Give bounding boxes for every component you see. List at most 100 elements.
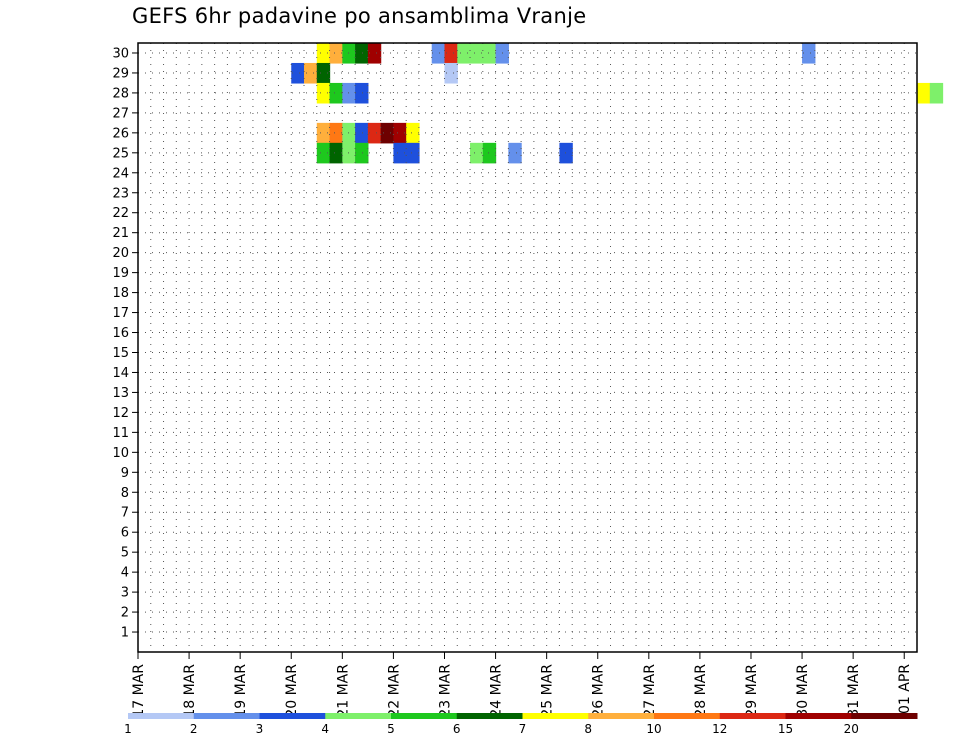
x-tick-label: 22 MAR bbox=[386, 664, 402, 718]
heatmap-cell bbox=[316, 82, 331, 104]
heatmap-cell bbox=[329, 122, 343, 144]
x-tick-label: 20 MAR bbox=[284, 664, 300, 718]
heatmap-cell bbox=[316, 62, 331, 84]
legend-swatch bbox=[128, 713, 195, 719]
y-tick-label: 26 bbox=[112, 126, 129, 141]
x-tick-label: 18 MAR bbox=[182, 664, 198, 718]
heatmap-cell bbox=[316, 122, 331, 144]
y-tick-label: 12 bbox=[112, 406, 129, 421]
y-tick-label: 1 bbox=[121, 626, 129, 641]
heatmap-cell bbox=[406, 122, 420, 144]
legend-label: 1 bbox=[124, 722, 132, 736]
x-tick-label: 25 MAR bbox=[540, 664, 556, 718]
grid-lines bbox=[138, 43, 917, 652]
legend-swatch bbox=[456, 713, 523, 719]
y-tick-label: 13 bbox=[112, 386, 129, 401]
legend-swatch bbox=[654, 713, 721, 719]
heatmap-cell bbox=[367, 122, 382, 144]
legend-label: 12 bbox=[712, 722, 727, 736]
heatmap-cell bbox=[304, 62, 318, 84]
x-tick-label: 29 MAR bbox=[744, 664, 760, 718]
y-tick-label: 17 bbox=[112, 306, 129, 321]
y-tick-label: 8 bbox=[121, 486, 129, 501]
y-tick-label: 4 bbox=[121, 566, 129, 581]
heatmap-cell bbox=[482, 142, 497, 164]
legend-swatch bbox=[259, 713, 326, 719]
y-tick-label: 28 bbox=[112, 86, 129, 101]
x-axis: 17 MAR 18 MAR 19 MAR 20 MAR 21 MAR 22 MAR 23 M… bbox=[131, 652, 913, 718]
heatmap-cell bbox=[342, 43, 356, 64]
legend-swatch bbox=[325, 713, 392, 719]
x-tick-label: 19 MAR bbox=[233, 664, 249, 718]
y-tick-label: 27 bbox=[112, 106, 129, 121]
chart-title: GEFS 6hr padavine po ansamblima Vranje bbox=[132, 4, 587, 28]
x-tick-label: 24 MAR bbox=[489, 664, 505, 718]
y-tick-label: 29 bbox=[112, 66, 129, 81]
heatmap-cells bbox=[291, 43, 944, 164]
heatmap-cell bbox=[367, 43, 382, 64]
heatmap-cell bbox=[470, 43, 484, 64]
y-tick-label: 7 bbox=[121, 506, 129, 521]
legend-label: 2 bbox=[190, 722, 198, 736]
legend-swatch bbox=[719, 713, 786, 719]
heatmap-cell bbox=[291, 62, 305, 84]
legend-label: 8 bbox=[584, 722, 592, 736]
legend-label: 5 bbox=[387, 722, 395, 736]
plot-frame bbox=[137, 42, 918, 653]
y-tick-label: 19 bbox=[112, 266, 129, 281]
heatmap-cell bbox=[342, 142, 356, 164]
legend-swatch bbox=[522, 713, 589, 719]
y-tick-label: 22 bbox=[112, 206, 129, 221]
legend-label: 10 bbox=[646, 722, 661, 736]
y-tick-label: 11 bbox=[112, 426, 129, 441]
heatmap-cell bbox=[342, 82, 356, 104]
x-tick-label: 17 MAR bbox=[131, 664, 147, 718]
heatmap-cell bbox=[380, 122, 395, 144]
heatmap-cell bbox=[393, 142, 407, 164]
heatmap-cell bbox=[393, 122, 407, 144]
y-tick-label: 18 bbox=[112, 286, 129, 301]
y-tick-label: 16 bbox=[112, 326, 129, 341]
x-tick-label: 31 MAR bbox=[846, 664, 862, 718]
x-tick-label: 23 MAR bbox=[437, 664, 453, 718]
legend-label: 7 bbox=[519, 722, 527, 736]
heatmap-cell bbox=[431, 43, 446, 64]
x-tick-label: 21 MAR bbox=[335, 664, 351, 718]
x-tick-label: 30 MAR bbox=[795, 664, 811, 718]
heatmap-cell bbox=[355, 122, 369, 144]
y-axis: 1234567891011121314151617181920212223242… bbox=[112, 46, 138, 641]
legend-label: 15 bbox=[778, 722, 793, 736]
heatmap-cell bbox=[355, 82, 369, 104]
legend-label: 6 bbox=[453, 722, 461, 736]
heatmap-cell bbox=[457, 43, 471, 64]
legend-swatch bbox=[193, 713, 260, 719]
heatmap-cell bbox=[355, 142, 369, 164]
y-tick-label: 6 bbox=[121, 526, 129, 541]
y-tick-label: 14 bbox=[112, 366, 129, 381]
heatmap-cell bbox=[329, 43, 343, 64]
heatmap-cell bbox=[342, 122, 356, 144]
heatmap-cell bbox=[929, 82, 944, 104]
y-tick-label: 2 bbox=[121, 606, 129, 621]
heatmap-cell bbox=[508, 142, 522, 164]
heatmap-cell bbox=[329, 82, 343, 104]
y-tick-label: 15 bbox=[112, 346, 129, 361]
legend-label: 4 bbox=[321, 722, 329, 736]
y-tick-label: 9 bbox=[121, 466, 129, 481]
heatmap-cell bbox=[316, 43, 331, 64]
heatmap-cell bbox=[470, 142, 484, 164]
y-tick-label: 23 bbox=[112, 186, 129, 201]
color-legend: 1 2 3 4 5 6 7 8 10 12 15 20 bbox=[124, 713, 918, 736]
x-tick-label: 28 MAR bbox=[693, 664, 709, 718]
heatmap-cell bbox=[482, 43, 497, 64]
x-tick-label: 27 MAR bbox=[642, 664, 658, 718]
legend-label: 20 bbox=[844, 722, 859, 736]
y-tick-label: 3 bbox=[121, 586, 129, 601]
y-tick-label: 10 bbox=[112, 446, 129, 461]
heatmap-cell bbox=[917, 82, 931, 104]
y-tick-label: 20 bbox=[112, 246, 129, 261]
heatmap-cell bbox=[329, 142, 343, 164]
y-tick-label: 21 bbox=[112, 226, 129, 241]
heatmap-cell bbox=[316, 142, 331, 164]
